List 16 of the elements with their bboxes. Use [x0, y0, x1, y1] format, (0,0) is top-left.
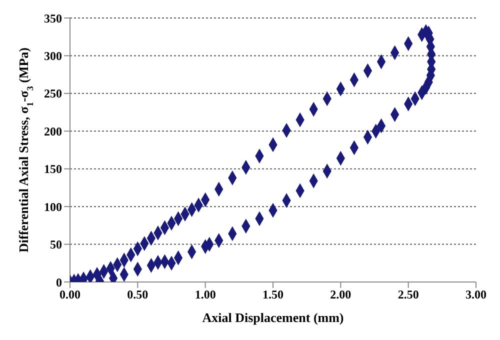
x-tick-label: 3.00 [466, 288, 486, 302]
x-tick-label: 1.00 [194, 288, 216, 302]
x-tick-label: 0.00 [60, 288, 80, 302]
x-tick-label: 0.50 [127, 288, 148, 302]
y-tick-label: 50 [50, 238, 62, 252]
y-tick-label: 100 [44, 200, 62, 214]
y-tick-label: 0 [56, 275, 62, 290]
y-tick-label: 200 [44, 124, 62, 138]
y-tick-label: 350 [44, 11, 62, 26]
x-tick-label: 2.00 [330, 288, 352, 302]
y-tick-label: 150 [44, 162, 62, 176]
y-tick-label: 300 [44, 48, 62, 63]
x-tick-label: 2.50 [398, 288, 419, 302]
x-tick-label: 1.50 [262, 288, 284, 302]
x-axis-title: Axial Displacement (mm) [202, 310, 344, 325]
y-tick-label: 250 [44, 86, 62, 101]
